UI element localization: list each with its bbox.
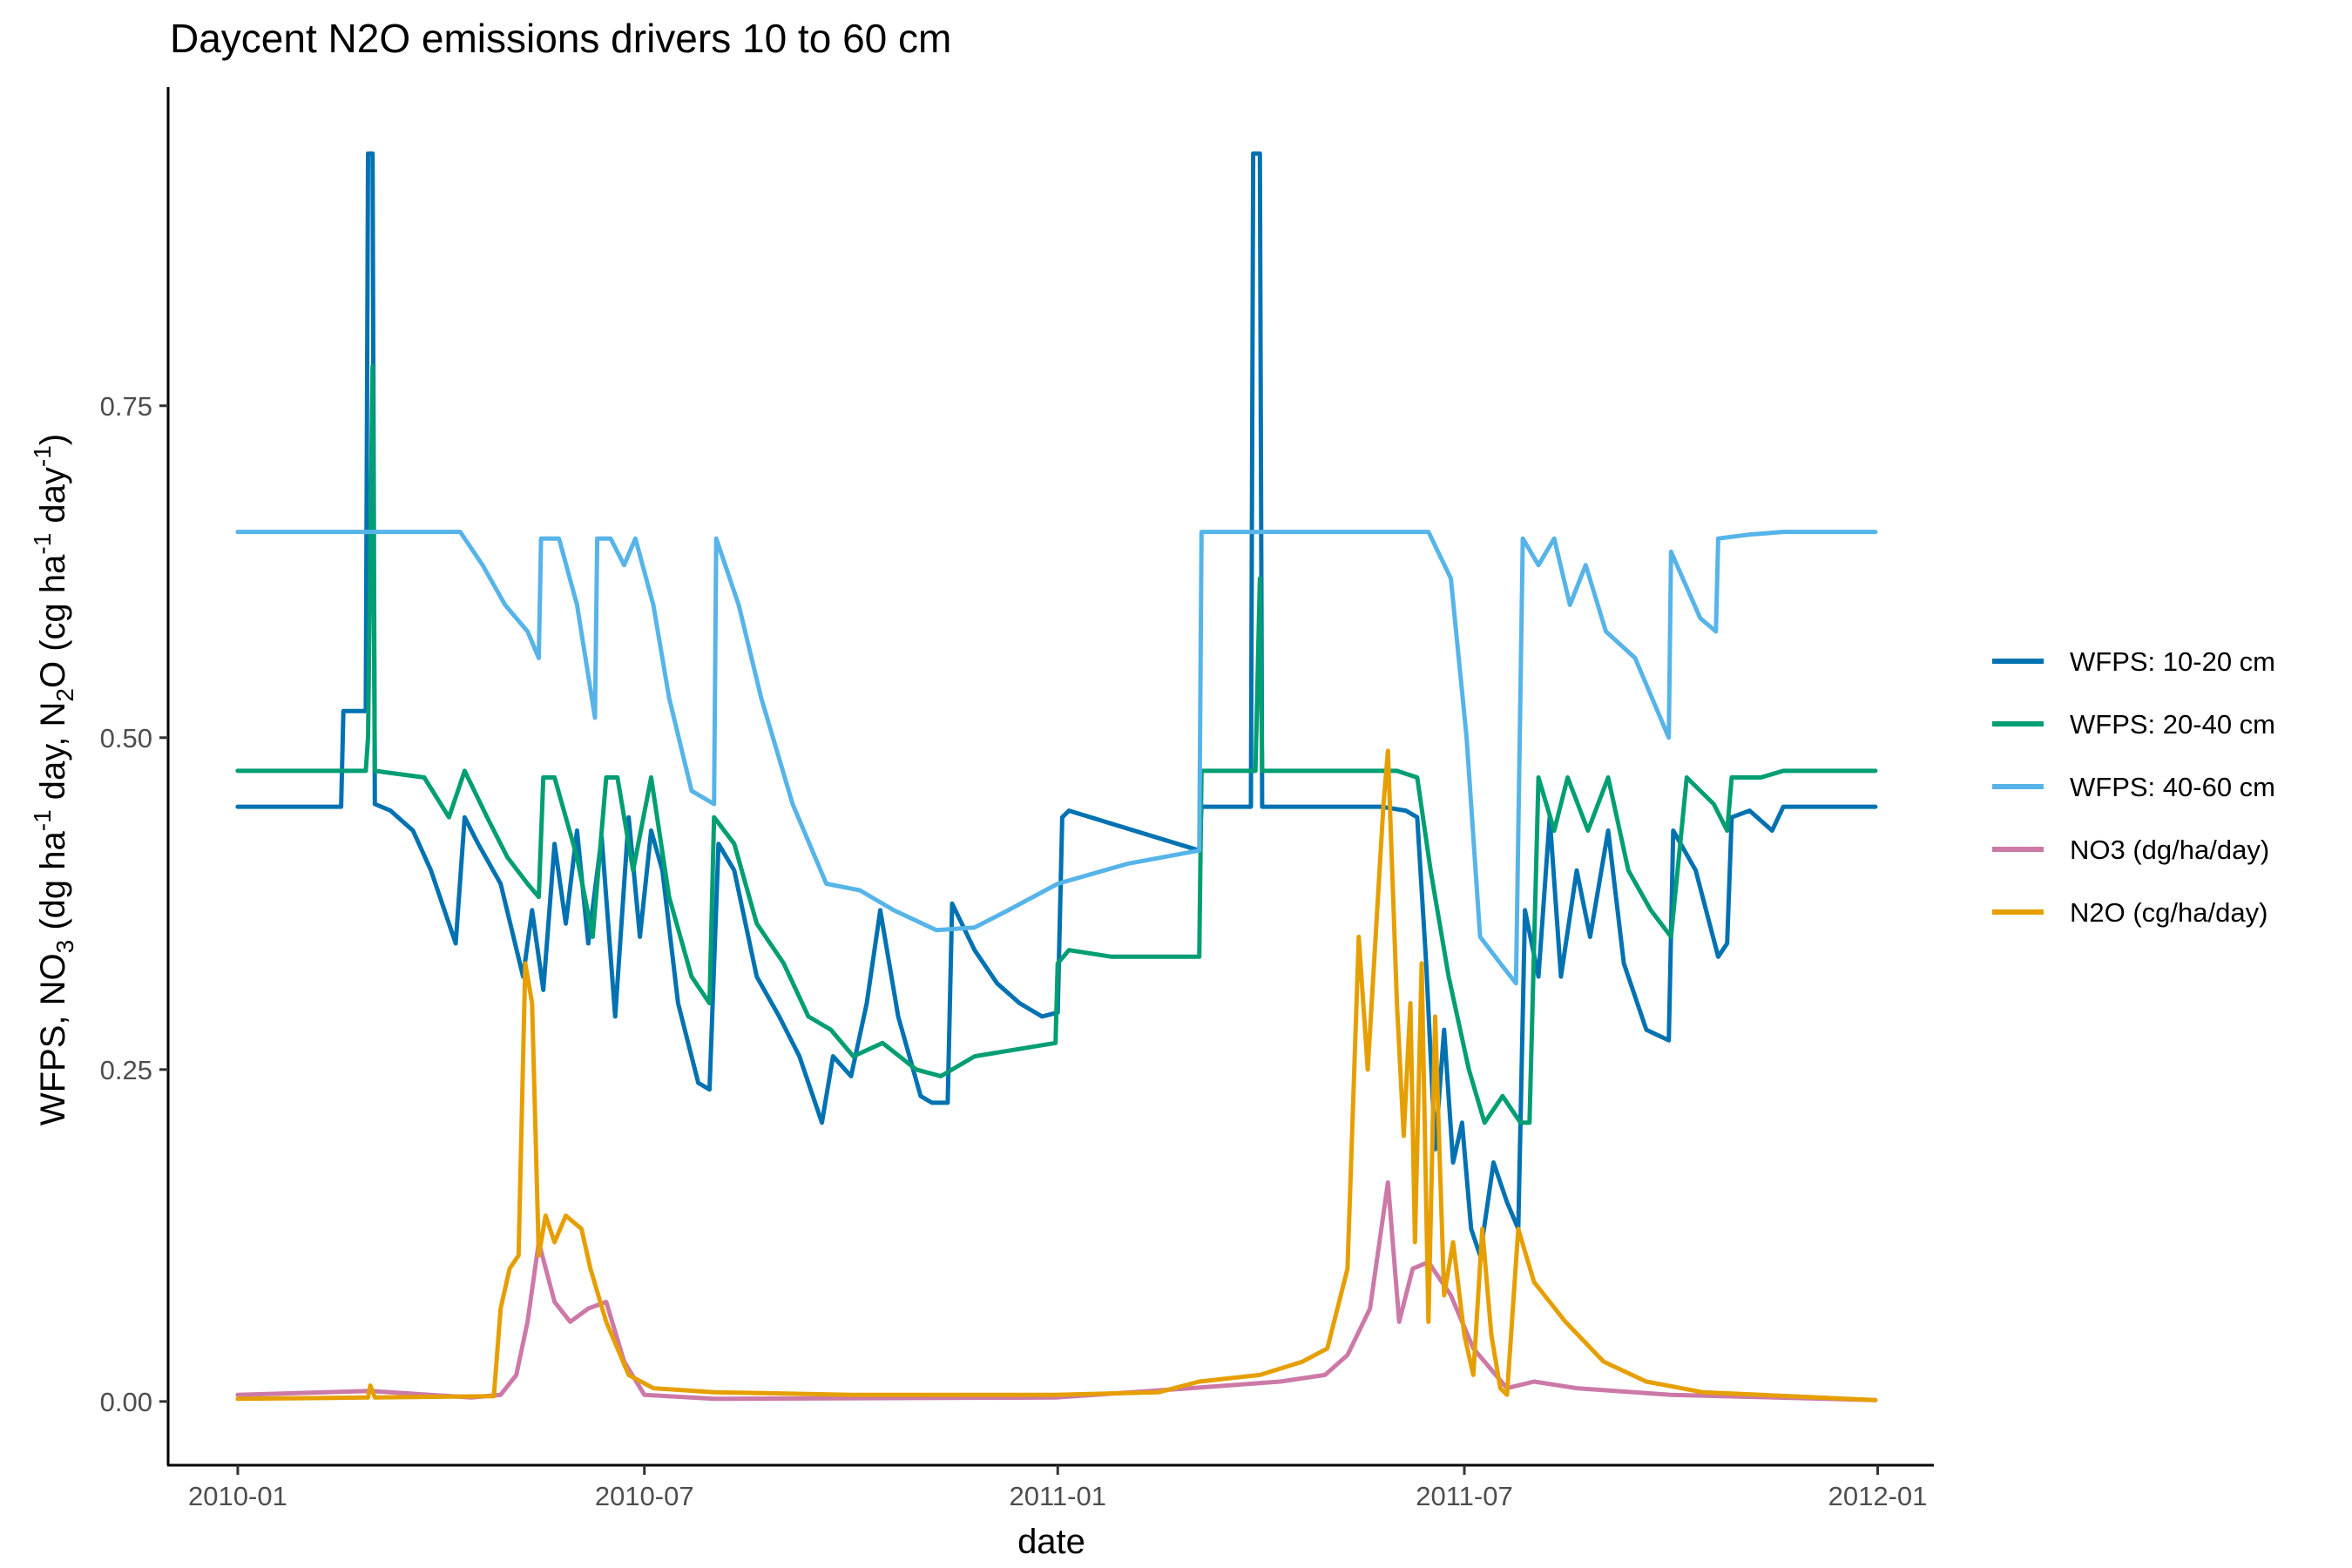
legend-label-2: WFPS: 20-40 cm bbox=[2070, 709, 2275, 740]
y-axis-label-sup: -1 bbox=[29, 445, 56, 467]
y-axis-label-text: O (cg ha bbox=[34, 554, 72, 688]
series-line-3 bbox=[235, 530, 1878, 986]
y-axis-label-sup: -1 bbox=[29, 809, 56, 831]
y-axis-label-text: WFPS, NO bbox=[34, 953, 72, 1125]
x-tick-label: 2010-07 bbox=[595, 1481, 694, 1511]
legend-label-1: WFPS: 10-20 cm bbox=[2070, 646, 2275, 677]
x-axis-ticks: 2010-01 2010-07 2011-01 2011-07 2012-01 bbox=[188, 1465, 1927, 1511]
plot-panel: 0.000.250.500.75 2010-01 2010-07 2011-01 20… bbox=[100, 87, 1934, 1511]
x-tick-label: 2012-01 bbox=[1828, 1481, 1928, 1511]
x-tick-label: 2011-01 bbox=[1010, 1481, 1106, 1511]
y-axis-label-sup: -1 bbox=[29, 533, 56, 555]
x-tick-label: 2011-07 bbox=[1416, 1481, 1512, 1511]
y-axis-label: WFPS, NO3 (dg ha-1 day, N2O (cg ha-1 day… bbox=[29, 434, 78, 1125]
y-axis-label-sub: 2 bbox=[51, 688, 78, 702]
y-tick-label: 0.75 bbox=[100, 391, 152, 422]
x-axis-label: date bbox=[1017, 1523, 1085, 1561]
legend: WFPS: 10-20 cm WFPS: 20-40 cm WFPS: 40-60 … bbox=[1992, 646, 2275, 928]
x-tick-label: 2010-01 bbox=[188, 1481, 287, 1511]
y-axis-ticks: 0.00 0.25 0.50 0.75 bbox=[100, 391, 168, 1417]
series-line-2 bbox=[235, 363, 1878, 1125]
y-axis-label-text: day bbox=[34, 467, 72, 533]
chart-title: Daycent N2O emissions drivers 10 to 60 c… bbox=[170, 16, 951, 61]
y-tick-label: 0.25 bbox=[100, 1055, 152, 1085]
y-axis-label-text: day, N bbox=[34, 702, 72, 810]
legend-label-4: NO3 (dg/ha/day) bbox=[2070, 835, 2269, 865]
y-tick-label: 0.50 bbox=[100, 723, 152, 754]
legend-label-5: N2O (cg/ha/day) bbox=[2070, 897, 2268, 928]
y-axis-label-sub: 3 bbox=[51, 940, 78, 954]
series-line-1 bbox=[235, 151, 1878, 1258]
y-tick-label: 0.00 bbox=[100, 1387, 152, 1417]
legend-label-3: WFPS: 40-60 cm bbox=[2070, 772, 2275, 802]
y-axis-label-text: ) bbox=[34, 434, 72, 445]
series-line-4 bbox=[235, 1179, 1878, 1402]
y-axis-label-text: (dg ha bbox=[34, 830, 72, 939]
series-line-5 bbox=[235, 748, 1878, 1402]
series-layer bbox=[235, 151, 1878, 1402]
